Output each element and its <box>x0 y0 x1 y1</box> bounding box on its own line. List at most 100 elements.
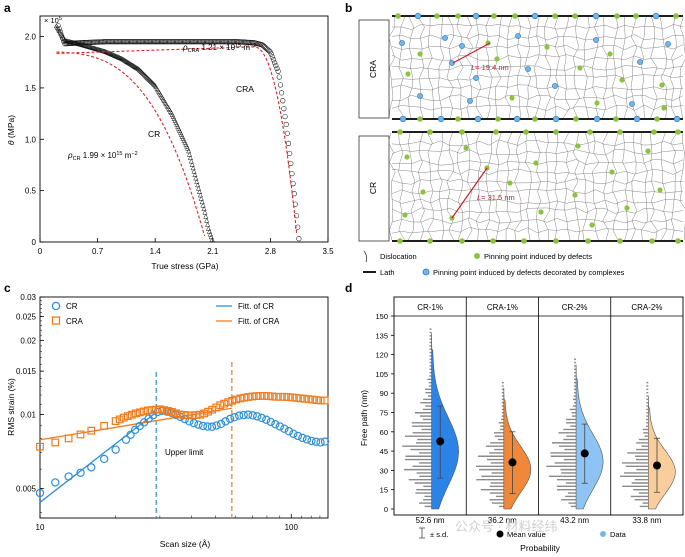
dislocation-line <box>391 168 684 175</box>
pin-point <box>661 105 667 111</box>
d-ytick-label: 135 <box>375 331 388 340</box>
c-cr-point <box>284 427 294 436</box>
c-cra-point <box>212 403 221 412</box>
a-cr-point <box>199 199 205 205</box>
a-cr-point <box>146 76 152 82</box>
dislocation-line <box>391 207 684 214</box>
d-mean-label: 36.2 nm <box>488 516 517 525</box>
dislocation-line <box>554 132 559 241</box>
a-cr-point <box>142 72 148 78</box>
pin-point <box>402 212 408 218</box>
legend-data: Data <box>610 530 627 539</box>
c-cr-point <box>99 454 109 464</box>
a-cra-point <box>274 65 280 71</box>
pin-point <box>507 180 513 186</box>
d-violin <box>503 387 532 510</box>
panel-b-cr-label: CR <box>368 182 378 194</box>
panel-b: b CRA CR L= 19.4 nm L= 31.5 nm Dislocati… <box>345 1 685 277</box>
a-xtick-label: 0.7 <box>92 247 104 256</box>
panel-d-y-label: Free path (nm) <box>359 390 369 446</box>
a-cra-point <box>283 121 289 128</box>
pin-point <box>459 129 465 135</box>
a-cra-point <box>291 191 297 197</box>
c-cr-point <box>185 417 194 426</box>
c-xtick-label: 10 <box>36 523 45 532</box>
pin-point <box>420 189 426 195</box>
c-cra-point <box>296 394 305 403</box>
dislocation-line <box>398 132 405 241</box>
c-cr-point <box>35 488 45 498</box>
panel-c-frame <box>39 296 329 519</box>
legend-dislocation-icon <box>363 250 368 263</box>
d-ytick-label: 45 <box>380 447 388 456</box>
legend-fit-cr: Fitt. of CR <box>238 302 274 311</box>
panel-b-cr-tag <box>358 135 390 242</box>
panel-d-y-ticks: 0 15 30 45 60 75 90 105 120 135 150 <box>375 312 394 514</box>
pin-point <box>544 44 550 50</box>
d-group-title: CRA-1% <box>487 303 518 312</box>
panel-c-y-ticks: 0.005 0.01 0.015 0.02 0.025 0.03 <box>16 293 44 513</box>
d-ytick-label: 15 <box>380 486 388 495</box>
legend-cr: CR <box>66 302 78 311</box>
dislocation-line <box>427 132 434 241</box>
dislocation-line <box>391 54 684 61</box>
c-ytick-label: 0.015 <box>16 367 37 376</box>
pin-point <box>617 238 623 244</box>
dislocation-line <box>391 94 684 101</box>
dislocation-line <box>495 16 502 119</box>
panel-c-y-label: RMS strain (%) <box>6 378 16 436</box>
pin-point <box>629 101 635 107</box>
dislocation-line <box>630 16 638 119</box>
a-cra-point <box>290 181 296 187</box>
a-cra-point <box>285 140 292 146</box>
c-cra-point <box>260 392 269 400</box>
panel-a-frame <box>39 15 329 243</box>
a-cr-point <box>198 195 204 201</box>
c-cra-point <box>284 393 293 401</box>
d-mean-point <box>652 461 661 470</box>
d-mean-point <box>436 437 445 446</box>
c-cra-point <box>320 396 329 405</box>
a-cr-point <box>202 209 208 215</box>
a-cr-point <box>191 168 197 174</box>
c-cra-point <box>76 430 85 439</box>
a-cr-point <box>194 178 200 184</box>
panel-b-cr-spacing: L= 31.5 nm <box>477 193 515 202</box>
a-cra-point <box>268 51 274 57</box>
pin-point <box>592 12 600 20</box>
a-cra-point <box>272 60 278 66</box>
panel-d-groups: CR-1% 52.6 nm CRA-1% 36.2 nm CR-2% 43.2 nm CRA… <box>402 297 676 525</box>
a-xtick-label: 2.1 <box>207 247 219 256</box>
c-cr-point <box>257 413 266 423</box>
a-cr-point <box>141 72 147 77</box>
dislocation-line <box>611 16 619 119</box>
pin-point <box>613 116 619 122</box>
dislocation-line <box>602 132 609 241</box>
pin-point <box>512 13 518 19</box>
a-ytick-label: 1.0 <box>25 135 37 144</box>
c-cr-point <box>234 411 244 420</box>
c-cr-point <box>275 422 285 431</box>
c-ytick-label: 0.005 <box>16 485 37 494</box>
c-cra-point <box>288 393 297 402</box>
d-mean-point <box>508 458 517 467</box>
c-cra-point <box>119 413 128 422</box>
pin-point <box>493 129 499 135</box>
pin-point <box>589 222 595 228</box>
pin-point <box>624 205 630 211</box>
pin-point <box>575 143 581 149</box>
dislocation-line <box>391 104 684 111</box>
c-cra-point <box>131 409 140 418</box>
pin-point <box>442 35 448 41</box>
pin-point <box>509 95 515 101</box>
dislocation-line <box>391 198 684 205</box>
pin-point <box>473 75 479 81</box>
pin-point <box>673 13 679 19</box>
c-cra-point <box>51 438 60 447</box>
c-cra-point <box>196 410 204 419</box>
c-cr-point <box>51 478 60 487</box>
a-cr-point <box>143 73 149 79</box>
a-xtick-label: 0 <box>38 247 43 256</box>
c-cr-point <box>189 418 199 428</box>
pin-point <box>673 115 681 123</box>
